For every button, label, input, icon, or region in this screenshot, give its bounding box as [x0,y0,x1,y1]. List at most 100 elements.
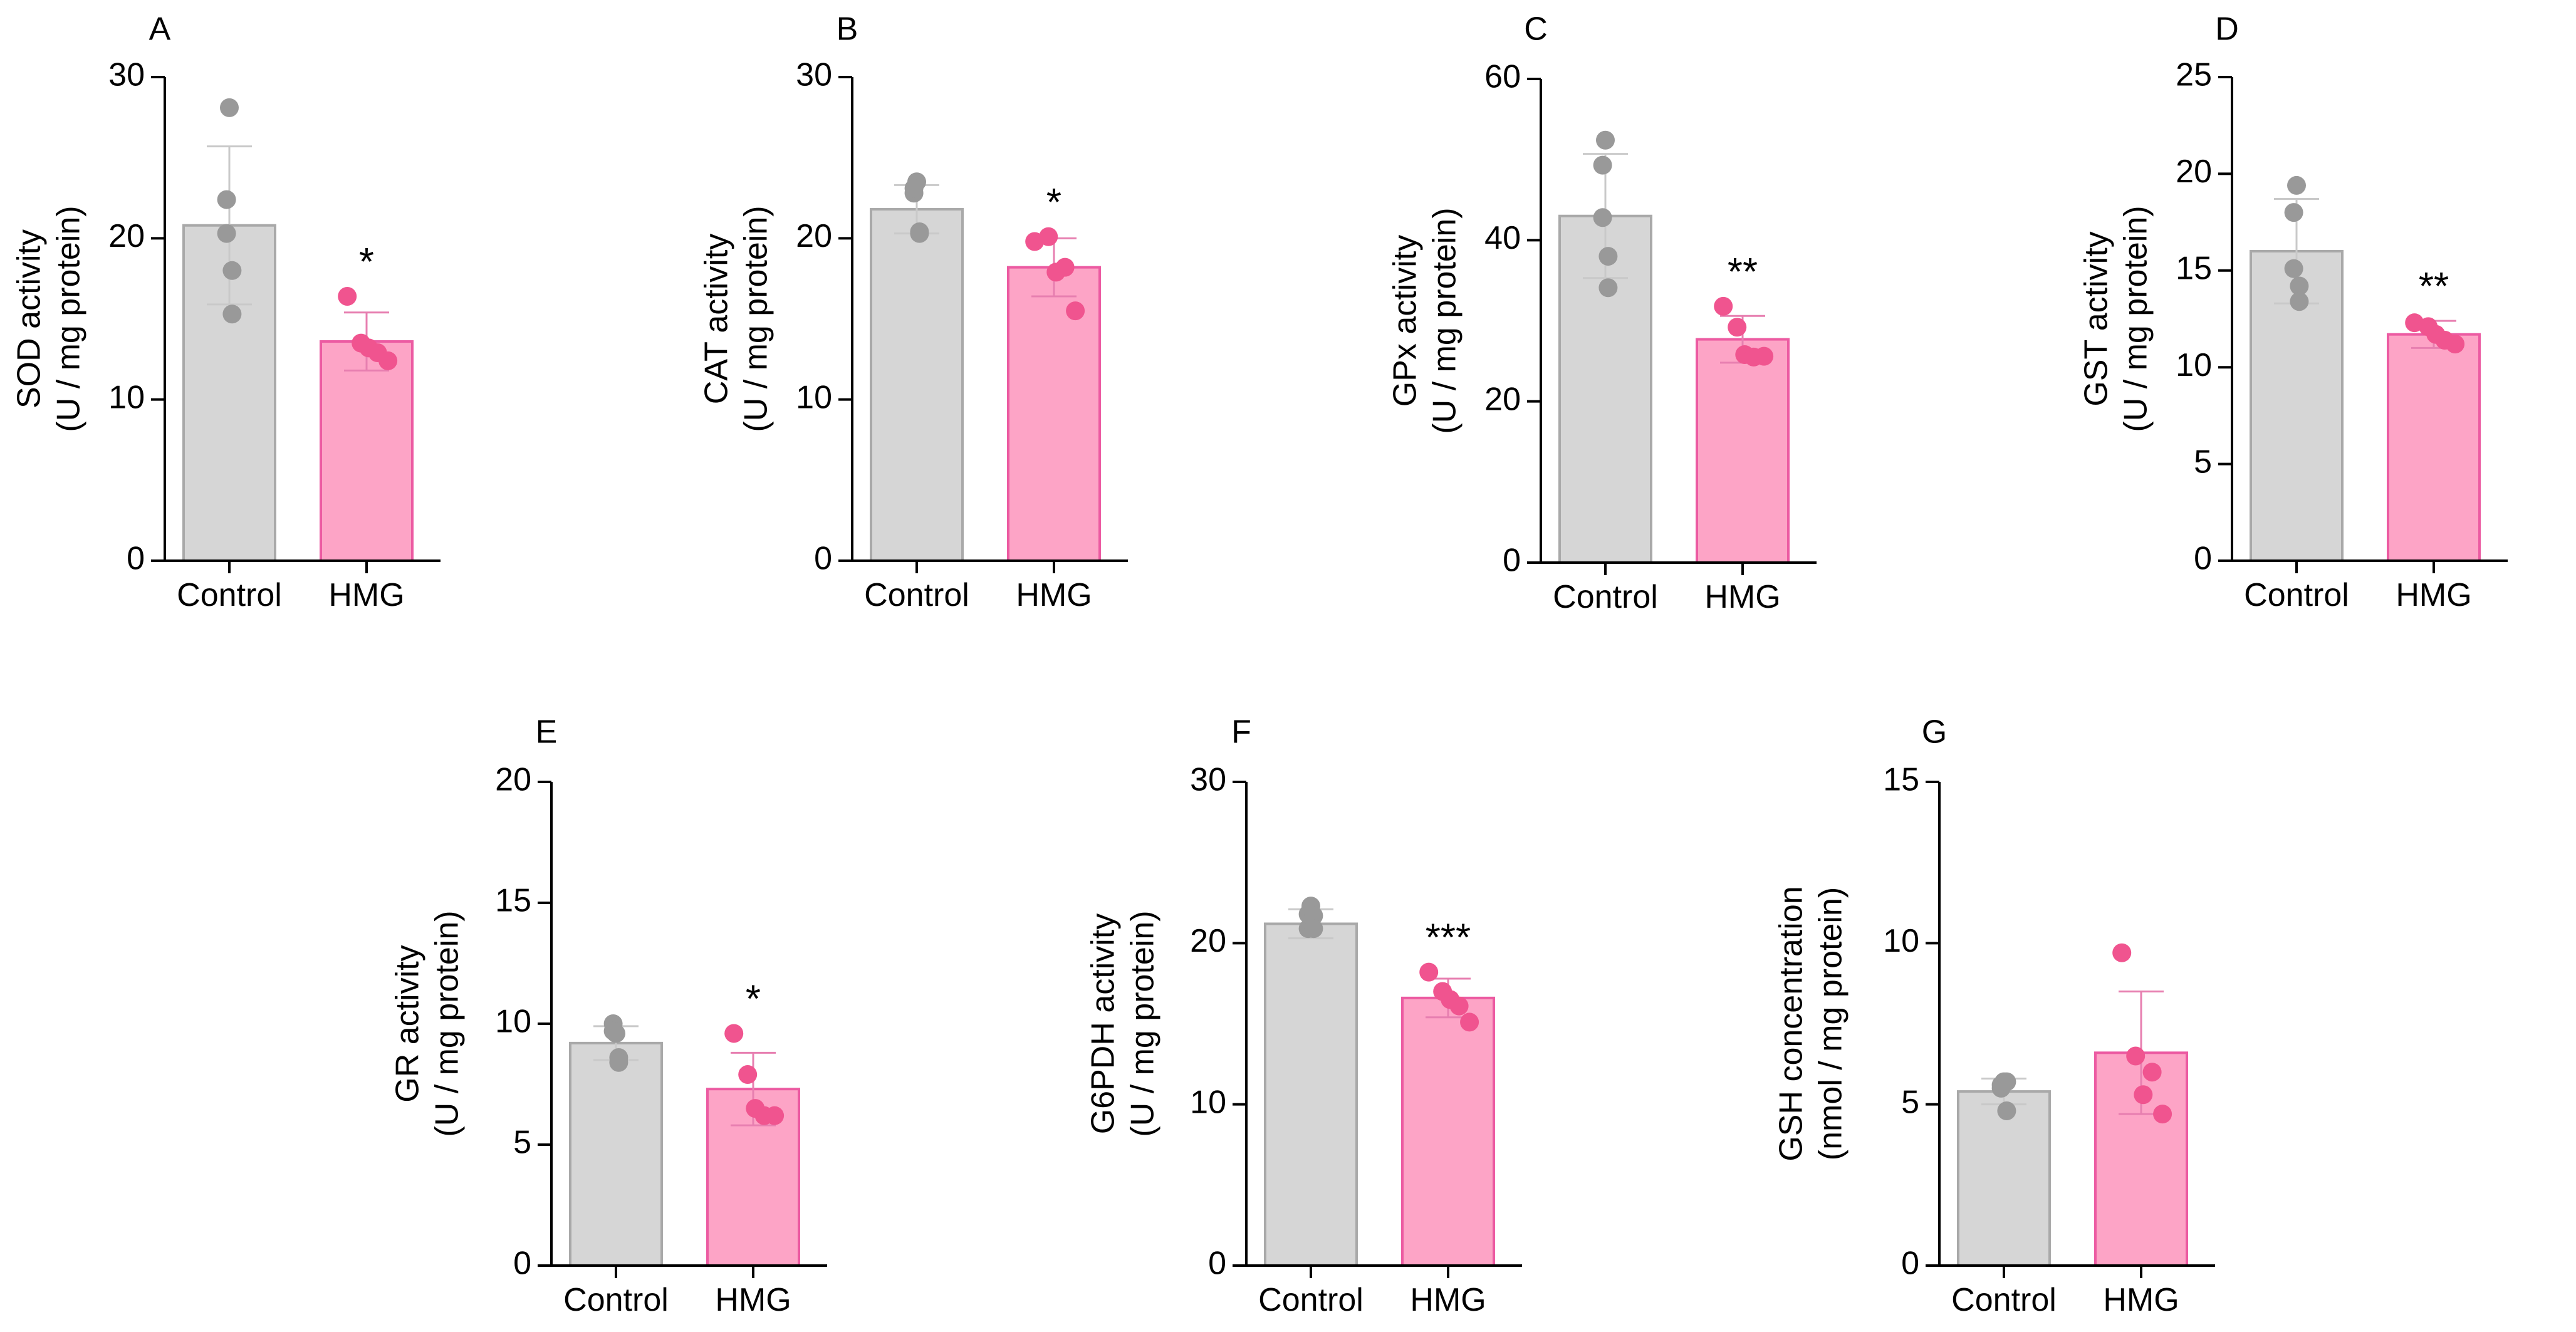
data-point [738,1065,758,1085]
y-tick-label: 40 [1484,220,1521,256]
significance-marker: * [1046,181,1061,224]
data-point [2284,259,2303,278]
chart-panel-d: D GST activity (U / mg protein) Control HMG *… [2078,11,2508,613]
data-point [2446,335,2465,354]
y-tick-label: 20 [495,762,531,798]
data-point [1055,258,1075,277]
y-axis-label: (U / mg protein) [1125,910,1161,1137]
y-tick-label: 15 [495,883,531,919]
y-tick-label: 10 [495,1004,531,1040]
panel-label: A [149,11,171,48]
y-tick-label: 5 [1901,1084,1919,1120]
data-point [724,1024,744,1043]
y-tick-label: 10 [108,379,145,415]
bar-hmg [1401,996,1495,1267]
y-axis-label: (nmol / mg protein) [1813,887,1849,1160]
significance-marker: * [746,977,761,1021]
data-point [1066,301,1085,321]
data-point [2112,943,2132,962]
x-tick-label: Control [563,1282,669,1318]
y-axis-label: (U / mg protein) [738,206,774,432]
y-tick-label: 30 [796,57,832,93]
x-tick-label: Control [864,577,969,613]
panel-label: G [1922,714,1947,751]
data-point [2287,175,2306,195]
y-tick-label: 30 [108,57,145,93]
y-tick-label: 20 [1190,923,1226,959]
significance-marker: *** [1426,917,1471,960]
y-axis-label: GR activity [390,945,426,1102]
y-tick-label: 0 [814,541,832,577]
data-point [2134,1085,2153,1105]
x-tick-label: HMG [328,577,404,613]
bar-control [870,208,964,563]
x-tick-label: HMG [2396,577,2471,613]
bar-hmg [2387,333,2481,562]
data-point [222,304,242,324]
data-point [222,261,242,280]
chart-panel-c: C GPx activity (U / mg protein) Control HMG *… [1387,11,1817,615]
panel-label: F [1231,714,1251,751]
chart-panel-g: G GSH concentration (nmol / mg protein) Con… [1773,714,2215,1318]
y-tick-label: 15 [2176,251,2212,287]
y-tick-label: 0 [127,541,145,577]
y-tick-label: 5 [513,1125,531,1161]
y-tick-label: 20 [2176,153,2212,190]
chart-panel-f: F G6PDH activity (U / mg protein) Control HM… [1085,714,1522,1318]
y-tick-label: 20 [1484,381,1521,417]
data-point [1039,227,1058,246]
y-tick-label: 0 [1208,1246,1226,1282]
data-point [2284,203,2303,222]
panel-label: B [837,11,858,48]
y-tick-label: 0 [2194,541,2212,577]
y-axis-label: GST activity [2078,231,2115,406]
data-point [378,351,398,370]
chart-panel-a: A SOD activity (U / mg protein) Control HMG *… [11,11,441,613]
x-tick-label: Control [2244,577,2349,613]
data-point [609,1053,628,1072]
data-point [2290,292,2309,311]
data-point [2153,1105,2172,1124]
y-axis-label: G6PDH activity [1085,913,1122,1135]
x-tick-label: Control [1258,1282,1364,1318]
bar-control [569,1041,663,1267]
x-tick-label: HMG [1410,1282,1486,1318]
bar-control [1957,1090,2051,1267]
data-point [2126,1046,2146,1066]
data-point [1714,296,1733,316]
y-tick-label: 10 [1190,1084,1226,1120]
data-point [1449,996,1469,1016]
y-tick-label: 0 [513,1246,531,1282]
data-point [2142,1063,2162,1082]
data-point [338,286,357,306]
data-point [910,222,929,242]
y-tick-label: 30 [1190,762,1226,798]
data-point [220,98,239,117]
data-point [1997,1101,2016,1120]
y-tick-label: 10 [796,379,832,415]
data-point [1304,906,1323,925]
x-tick-label: Control [1553,579,1658,615]
x-tick-label: HMG [1704,579,1780,615]
data-point [1598,278,1618,298]
y-tick-label: 10 [2176,347,2212,383]
x-tick-label: HMG [715,1282,791,1318]
bar-control [1264,922,1358,1267]
data-point [217,190,236,209]
data-point [2290,276,2309,296]
y-axis-label: (U / mg protein) [429,910,466,1137]
y-tick-label: 5 [2194,444,2212,480]
panel-label: D [2215,11,2239,48]
y-tick-label: 20 [108,218,145,254]
panel-label: E [536,714,558,751]
y-axis-label: GSH concentration [1773,886,1810,1161]
panel-label: C [1524,11,1548,48]
data-point [1728,318,1747,337]
y-axis-label: GPx activity [1387,235,1424,407]
data-point [765,1106,785,1125]
y-tick-label: 60 [1484,59,1521,95]
significance-marker: ** [1728,251,1758,294]
data-point [1304,919,1323,939]
y-tick-label: 25 [2176,57,2212,93]
